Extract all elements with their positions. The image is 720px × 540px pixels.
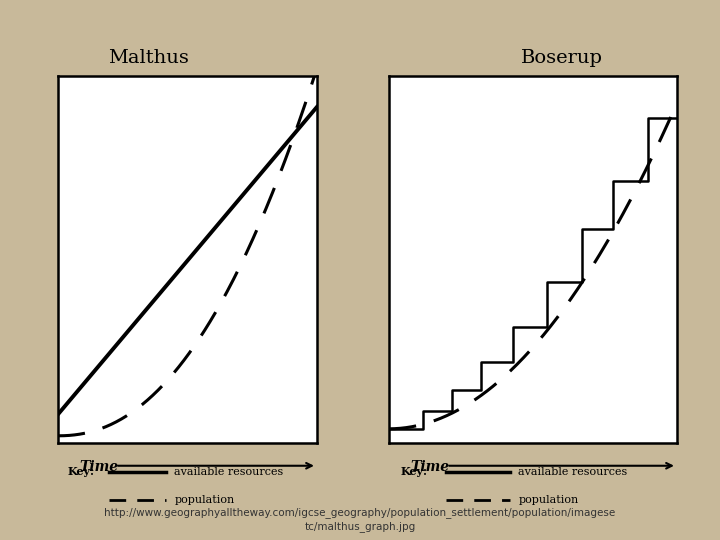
Text: population: population bbox=[518, 495, 579, 505]
Text: Key:: Key: bbox=[68, 466, 95, 477]
Text: http://www.geographyalltheway.com/igcse_geography/population_settlement/populati: http://www.geographyalltheway.com/igcse_… bbox=[104, 508, 616, 532]
Text: population: population bbox=[174, 495, 235, 505]
Text: available resources: available resources bbox=[174, 467, 284, 477]
Text: Time: Time bbox=[79, 460, 118, 474]
Text: Key:: Key: bbox=[400, 466, 428, 477]
Text: Boserup: Boserup bbox=[521, 50, 603, 68]
Text: available resources: available resources bbox=[518, 467, 628, 477]
Text: Malthus: Malthus bbox=[108, 50, 189, 68]
Text: Time: Time bbox=[410, 460, 449, 474]
